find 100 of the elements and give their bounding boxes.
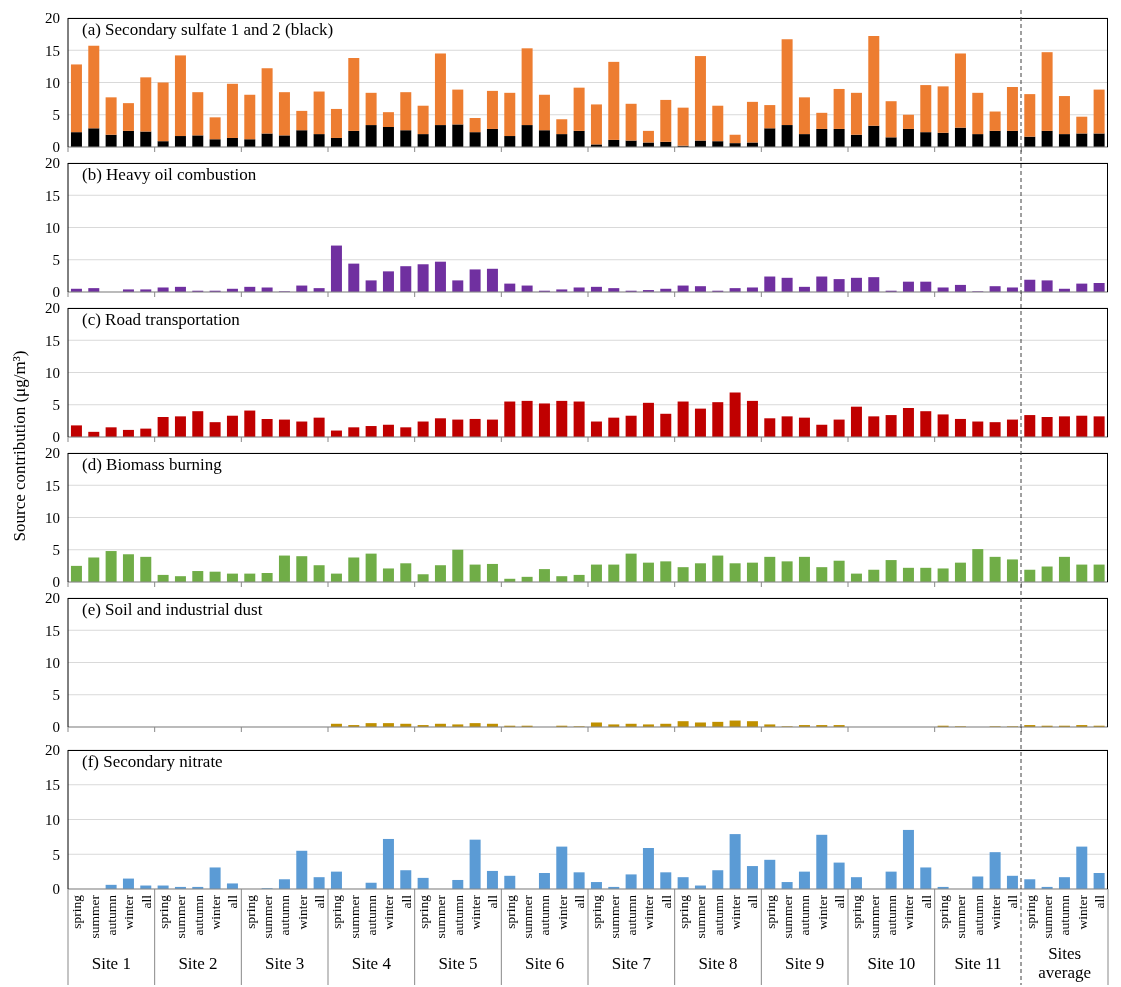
text: Site 11: [954, 953, 1002, 974]
y-tick-label: 15: [45, 777, 60, 794]
x-tick-label: winter: [208, 894, 224, 930]
y-tick-label: 0: [52, 719, 60, 736]
x-tick-label: summer: [953, 894, 969, 939]
x-tick-label: autumn: [970, 894, 986, 936]
x-tick-label: winter: [294, 894, 310, 930]
y-tick-label: 20: [45, 742, 60, 759]
x-tick-label: spring: [69, 894, 85, 929]
y-tick-label: 15: [45, 187, 60, 204]
y-tick-label: 15: [45, 477, 60, 494]
x-tick-label: spring: [242, 894, 258, 929]
x-tick-label: all: [398, 894, 414, 909]
x-tick-label: summer: [346, 894, 362, 939]
y-tick-label: 20: [45, 445, 60, 462]
x-tick-label: all: [745, 894, 761, 909]
x-tick-label: all: [225, 894, 241, 909]
x-tick-label: autumn: [797, 894, 813, 936]
x-tick-label: autumn: [190, 894, 206, 936]
y-tick-label: 10: [45, 74, 60, 91]
x-tick-label: winter: [121, 894, 137, 930]
text: Site 3: [265, 953, 305, 974]
x-tick-label: summer: [606, 894, 622, 939]
x-tick-label: autumn: [624, 894, 640, 936]
text: Sites average: [1037, 944, 1093, 983]
x-tick-label: summer: [260, 894, 276, 939]
text: Site 4: [351, 953, 391, 974]
x-tick-label: winter: [814, 894, 830, 930]
y-tick-label: 10: [45, 219, 60, 236]
text: Site 10: [867, 953, 916, 974]
x-tick-label: winter: [641, 894, 657, 930]
chart-title: (b) Heavy oil combustion: [82, 165, 257, 185]
x-tick-label: spring: [502, 894, 518, 929]
y-tick-label: 0: [52, 881, 60, 898]
x-tick-label: all: [1005, 894, 1021, 909]
x-tick-label: autumn: [537, 894, 553, 936]
y-tick-label: 20: [45, 300, 60, 317]
x-tick-label: spring: [676, 894, 692, 929]
y-tick-label: 10: [45, 364, 60, 381]
y-tick-label: 5: [52, 846, 60, 863]
x-tick-label: summer: [520, 894, 536, 939]
x-tick-label: all: [658, 894, 674, 909]
y-tick-label: 5: [52, 252, 60, 269]
x-tick-label: spring: [936, 894, 952, 929]
x-tick-label: spring: [1022, 894, 1038, 929]
x-tick-label: spring: [849, 894, 865, 929]
x-tick-label: all: [1092, 894, 1108, 909]
y-tick-label: 10: [45, 509, 60, 526]
x-tick-label: autumn: [884, 894, 900, 936]
x-tick-label: winter: [988, 894, 1004, 930]
chart-title: (c) Road transportation: [82, 310, 240, 330]
text: Site 5: [438, 953, 478, 974]
chart-title: (a) Secondary sulfate 1 and 2 (black): [82, 20, 334, 40]
x-tick-label: summer: [693, 894, 709, 939]
x-tick-label: autumn: [1057, 894, 1073, 936]
y-tick-label: 0: [52, 429, 60, 446]
x-tick-label: summer: [780, 894, 796, 939]
x-tick-label: autumn: [450, 894, 466, 936]
y-tick-label: 5: [52, 687, 60, 704]
x-tick-label: spring: [589, 894, 605, 929]
text: Site 8: [698, 953, 738, 974]
y-tick-label: 10: [45, 811, 60, 828]
x-tick-label: all: [832, 894, 848, 909]
text: Site 7: [611, 953, 651, 974]
y-tick-label: 10: [45, 654, 60, 671]
x-tick-label: summer: [173, 894, 189, 939]
x-tick-label: autumn: [364, 894, 380, 936]
x-tick-label: winter: [728, 894, 744, 930]
x-tick-label: winter: [1074, 894, 1090, 930]
x-tick-label: all: [138, 894, 154, 909]
x-tick-label: summer: [433, 894, 449, 939]
x-tick-label: summer: [866, 894, 882, 939]
x-tick-label: summer: [1040, 894, 1056, 939]
x-tick-label: all: [485, 894, 501, 909]
y-tick-label: 5: [52, 542, 60, 559]
x-tick-label: all: [572, 894, 588, 909]
x-tick-label: spring: [329, 894, 345, 929]
x-tick-label: spring: [156, 894, 172, 929]
x-tick-label: summer: [86, 894, 102, 939]
x-tick-label: winter: [381, 894, 397, 930]
x-tick-label: autumn: [104, 894, 120, 936]
text: Site 2: [178, 953, 218, 974]
x-tick-label: all: [918, 894, 934, 909]
text: Site 9: [785, 953, 825, 974]
y-axis-title: Source contribution (μg/m³): [10, 350, 30, 541]
chart-title: (d) Biomass burning: [82, 455, 222, 475]
y-tick-label: 5: [52, 397, 60, 414]
y-tick-label: 20: [45, 590, 60, 607]
x-tick-label: winter: [901, 894, 917, 930]
y-tick-label: 15: [45, 42, 60, 59]
y-tick-label: 15: [45, 332, 60, 349]
x-tick-label: all: [312, 894, 328, 909]
x-tick-label: autumn: [710, 894, 726, 936]
x-tick-label: spring: [416, 894, 432, 929]
y-tick-label: 15: [45, 622, 60, 639]
y-tick-label: 0: [52, 139, 60, 156]
chart-title: (e) Soil and industrial dust: [82, 600, 263, 620]
x-tick-label: winter: [468, 894, 484, 930]
y-tick-label: 5: [52, 107, 60, 124]
y-tick-label: 20: [45, 10, 60, 27]
